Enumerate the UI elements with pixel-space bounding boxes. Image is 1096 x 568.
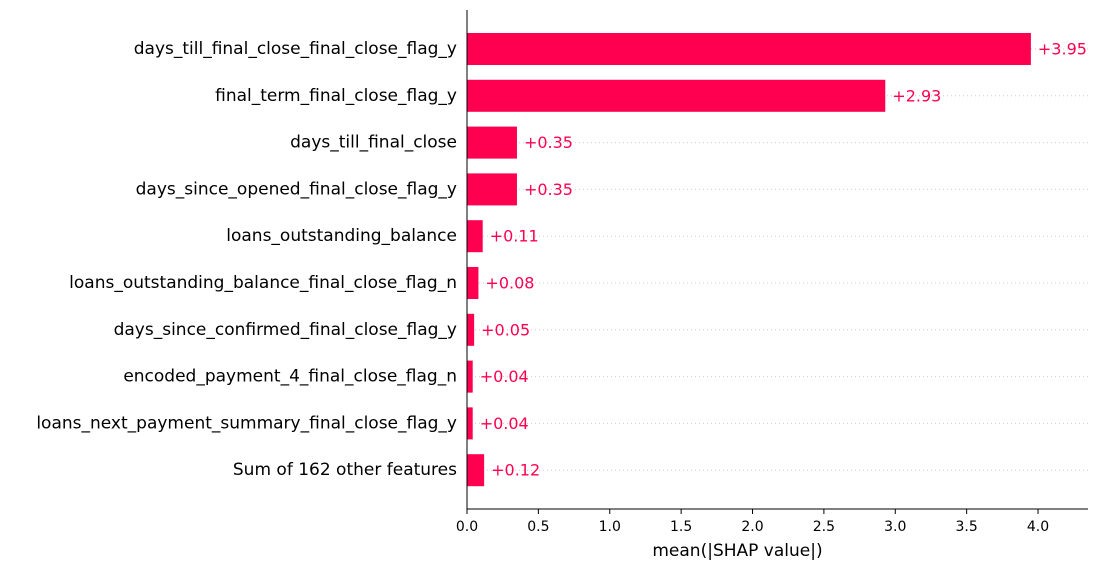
axes: 0.0 0.5 1.0 1.5 2.0 2.5 3.0 3.5 4.0 mean(|SHAP v… — [456, 10, 1088, 561]
feature-label: days_since_confirmed_final_close_flag_y — [114, 320, 457, 340]
x-tick-label: 4.0 — [1027, 519, 1049, 535]
bars — [467, 33, 1031, 487]
x-ticks: 0.0 0.5 1.0 1.5 2.0 2.5 3.0 3.5 4.0 — [456, 509, 1049, 535]
feature-label: days_till_final_close — [290, 133, 457, 153]
feature-label: days_till_final_close_final_close_flag_y — [134, 39, 457, 59]
x-tick-label: 3.0 — [884, 519, 906, 535]
x-tick-label: 0.5 — [527, 519, 549, 535]
bar — [467, 173, 517, 206]
value-label: +0.04 — [480, 414, 529, 433]
value-label: +2.93 — [892, 86, 941, 105]
bar — [467, 33, 1031, 65]
value-label: +0.04 — [480, 367, 529, 386]
x-tick-label: 2.0 — [741, 519, 763, 535]
feature-labels: days_till_final_close_final_close_flag_y… — [36, 39, 457, 480]
value-label: +0.35 — [524, 180, 573, 199]
value-label: +0.12 — [491, 461, 540, 480]
bar — [467, 220, 483, 253]
feature-label: loans_outstanding_balance_final_close_fl… — [69, 273, 457, 293]
feature-label: encoded_payment_4_final_close_flag_n — [123, 367, 457, 387]
bar — [467, 360, 473, 393]
gridlines — [467, 48, 1088, 471]
feature-label: Sum of 162 other features — [233, 460, 457, 480]
feature-label: final_term_final_close_flag_y — [215, 86, 457, 106]
bar — [467, 454, 485, 487]
x-tick-label: 0.0 — [456, 519, 478, 535]
bar — [467, 407, 473, 440]
bar — [467, 126, 517, 159]
value-label: +0.35 — [524, 133, 573, 152]
value-labels: +3.95 +2.93 +0.35 +0.35 +0.11 +0.08 +0.05 +0.04… — [480, 40, 1087, 480]
x-tick-label: 1.5 — [670, 519, 692, 535]
bar — [467, 79, 886, 112]
feature-label: days_since_opened_final_close_flag_y — [136, 179, 457, 199]
feature-label: loans_outstanding_balance — [226, 226, 457, 246]
x-tick-label: 3.5 — [956, 519, 978, 535]
feature-label: loans_next_payment_summary_final_close_f… — [36, 413, 457, 433]
x-tick-label: 2.5 — [813, 519, 835, 535]
x-axis-label: mean(|SHAP value|) — [652, 541, 822, 561]
bar — [467, 267, 479, 299]
x-tick-label: 1.0 — [599, 519, 621, 535]
value-label: +0.11 — [490, 227, 539, 246]
value-label: +0.05 — [481, 320, 530, 339]
value-label: +3.95 — [1038, 40, 1087, 59]
value-label: +0.08 — [485, 274, 534, 293]
bar — [467, 313, 475, 346]
